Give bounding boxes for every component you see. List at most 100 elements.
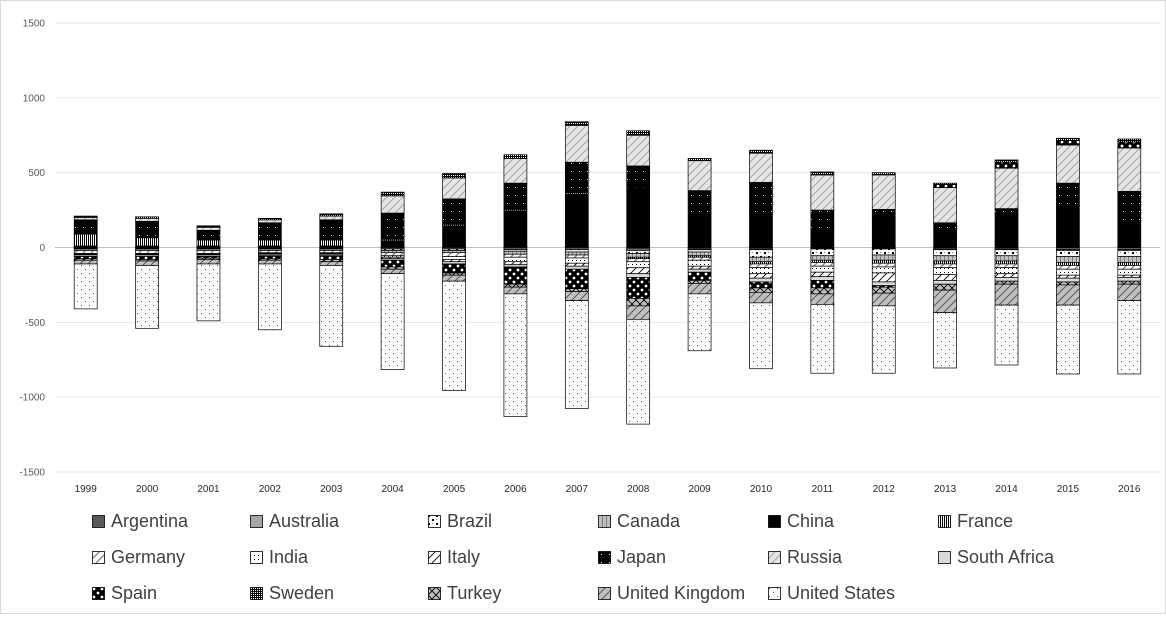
bar-segment-spain-2005 — [442, 263, 466, 274]
x-tick-label: 2000 — [136, 484, 159, 495]
bar-segment-turkey-2006 — [503, 283, 528, 288]
bar-segment-china-2011 — [810, 229, 835, 248]
bar-segment-india-2009 — [687, 259, 712, 267]
legend-label: France — [957, 511, 1014, 531]
legend-item-united-kingdom: United Kingdom — [598, 584, 745, 602]
bar-segment-india-2005 — [442, 256, 466, 260]
bar-segment-spain-2007 — [564, 268, 589, 290]
bar-segment-japan-2008 — [626, 165, 651, 188]
bar-stack-2006 — [503, 154, 528, 417]
bar-segment-france-2016 — [1117, 262, 1142, 266]
bar-segment-sweden-2004 — [380, 191, 405, 197]
bar-segment-turkey-2013 — [933, 283, 957, 291]
legend-swatch — [250, 514, 263, 528]
legend-item-sweden: Sweden — [250, 584, 334, 602]
bar-segment-italy-2009 — [687, 265, 712, 270]
bar-segment-china-2013 — [933, 228, 957, 248]
bar-segment-russia-2007 — [564, 125, 589, 163]
bar-segment-sweden-1999 — [73, 215, 98, 218]
bar-segment-south-africa-2008 — [626, 273, 651, 278]
bar-segment-russia-2015 — [1056, 144, 1080, 184]
x-tick-label: 2007 — [566, 484, 589, 495]
x-tick-label: 2002 — [259, 484, 282, 495]
bar-segment-united-kingdom-2010 — [749, 292, 773, 304]
bar-segment-united-kingdom-2012 — [871, 292, 896, 307]
bar-segment-russia-2010 — [749, 152, 773, 183]
bar-segment-united-kingdom-2015 — [1056, 284, 1080, 306]
bar-segment-united-states-2000 — [135, 265, 159, 329]
bar-segment-sweden-2001 — [196, 225, 221, 228]
bar-segment-sweden-2006 — [503, 154, 528, 159]
bar-stack-2011 — [810, 171, 835, 374]
bar-segment-france-2000 — [135, 237, 159, 247]
bar-segment-germany-2008 — [626, 258, 651, 263]
bar-segment-china-2016 — [1117, 220, 1142, 248]
bar-segment-spain-2003 — [319, 255, 344, 260]
legend-label: Turkey — [447, 583, 502, 603]
legend-label: Sweden — [269, 583, 335, 603]
bar-segment-brazil-2014 — [994, 249, 1019, 257]
bar-segment-russia-2009 — [687, 160, 712, 191]
legend-label: Australia — [269, 511, 340, 531]
bar-segment-canada-2014 — [994, 255, 1019, 262]
bar-segment-south-africa-2007 — [564, 265, 589, 270]
bar-segment-japan-2010 — [749, 182, 773, 215]
bar-segment-united-states-2015 — [1056, 304, 1080, 375]
bar-segment-japan-2006 — [503, 182, 528, 210]
bar-segment-south-africa-2014 — [994, 277, 1019, 282]
bar-segment-italy-2011 — [810, 271, 835, 278]
bar-segment-united-states-1999 — [73, 263, 98, 310]
bar-stack-2005 — [442, 173, 466, 391]
legend-swatch — [428, 514, 441, 528]
bar-segment-south-africa-2009 — [687, 268, 712, 273]
bar-segment-russia-2011 — [810, 174, 835, 211]
x-tick-label: 2005 — [443, 484, 466, 495]
bar-segment-india-2011 — [810, 265, 835, 273]
bar-segment-japan-2014 — [994, 208, 1019, 215]
bar-segment-sweden-2015 — [1056, 137, 1080, 141]
bar-segment-germany-2012 — [871, 262, 896, 268]
bar-segment-sweden-2010 — [749, 149, 773, 154]
bar-segment-turkey-2012 — [871, 286, 896, 294]
bar-segment-russia-2008 — [626, 134, 651, 167]
bar-segment-japan-2003 — [319, 219, 344, 241]
x-tick-label: 2016 — [1118, 484, 1141, 495]
legend-swatch — [92, 514, 105, 528]
legend-swatch — [938, 550, 951, 564]
bar-segment-united-states-2004 — [380, 273, 405, 370]
bar-segment-united-states-2002 — [258, 263, 282, 331]
bar-segment-germany-2007 — [564, 254, 589, 259]
bar-segment-china-2014 — [994, 214, 1019, 248]
x-tick-label: 2014 — [995, 484, 1018, 495]
x-tick-label: 2001 — [197, 484, 220, 495]
legend-item-argentina: Argentina — [92, 512, 188, 530]
bar-segment-united-states-2005 — [442, 280, 466, 391]
bar-segment-united-states-2013 — [933, 312, 957, 369]
bar-segment-canada-2007 — [564, 251, 589, 256]
bar-segment-russia-2005 — [442, 177, 466, 200]
bar-segment-sweden-2016 — [1117, 138, 1142, 143]
bar-segment-brazil-2013 — [933, 249, 957, 257]
y-tick-label: 500 — [28, 168, 45, 179]
y-tick-label: 1000 — [23, 93, 46, 104]
bar-segment-china-2009 — [687, 212, 712, 248]
legend-swatch — [250, 550, 263, 564]
bar-segment-france-2003 — [319, 239, 344, 247]
legend-item-brazil: Brazil — [428, 512, 492, 530]
bar-segment-italy-2013 — [933, 274, 957, 281]
bar-segment-sweden-2012 — [871, 172, 896, 176]
bar-segment-brazil-2012 — [871, 248, 896, 256]
bar-segment-united-states-2014 — [994, 304, 1019, 366]
legend-swatch — [598, 586, 611, 600]
legend-label: Argentina — [111, 511, 189, 531]
bar-segment-spain-2015 — [1056, 140, 1080, 146]
legend-swatch — [598, 514, 611, 528]
bar-segment-united-states-2016 — [1117, 300, 1142, 375]
bar-stack-2010 — [749, 149, 773, 370]
bar-segment-russia-2000 — [135, 217, 159, 222]
bar-segment-sweden-2009 — [687, 158, 712, 162]
bar-segment-spain-2009 — [687, 271, 712, 281]
bar-segment-turkey-2014 — [994, 280, 1019, 285]
y-tick-label: 1500 — [23, 19, 46, 30]
